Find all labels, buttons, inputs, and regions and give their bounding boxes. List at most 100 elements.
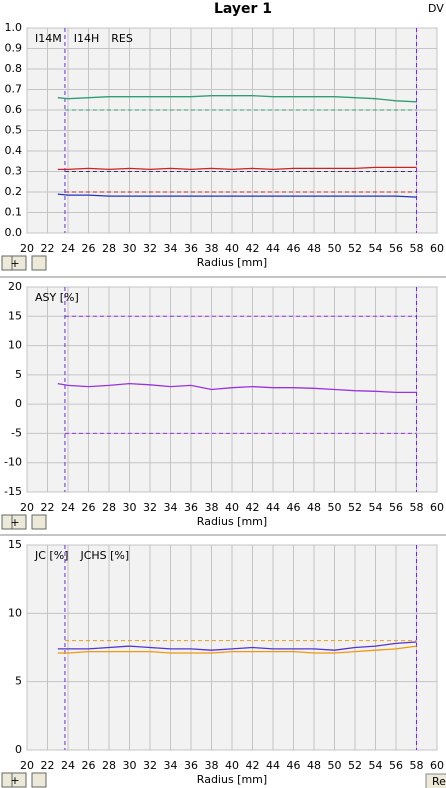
- chart: 20 22 24 26 28 30 32 34 36 38 40 42 44 46 48 50 52 54 56 58…: [1, 280, 444, 530]
- x-tick-label: 28: [102, 501, 116, 514]
- x-tick-label: 30: [123, 242, 137, 255]
- x-tick-label: 24: [61, 759, 75, 772]
- y-tick-label: 20: [8, 280, 22, 293]
- x-tick-label: 56: [389, 501, 403, 514]
- x-tick-label: 34: [164, 501, 178, 514]
- add-icon[interactable]: [11, 772, 27, 788]
- x-tick-label: 60: [430, 759, 444, 772]
- x-tick-label: 32: [143, 501, 157, 514]
- x-tick-label: 50: [328, 759, 342, 772]
- series-line: [57, 382, 417, 394]
- y-tick-label: 15: [8, 538, 22, 551]
- legend-entry: JCHS [%]: [79, 549, 129, 562]
- icon-glyph: +: [10, 257, 19, 270]
- x-tick-label: 26: [82, 501, 96, 514]
- add-icon[interactable]: [11, 255, 27, 271]
- x-tick-label: 46: [287, 501, 301, 514]
- x-tick-label: 34: [164, 759, 178, 772]
- x-tick-label: 60: [430, 501, 444, 514]
- y-tick-label: 0.1: [5, 206, 23, 219]
- add-icon[interactable]: [11, 514, 27, 530]
- x-tick-label: 40: [225, 501, 239, 514]
- x-tick-label: 50: [328, 242, 342, 255]
- legend-entry: ASY [%]: [35, 291, 79, 304]
- y-tick-label: 0: [15, 743, 22, 756]
- x-tick-label: 38: [205, 242, 219, 255]
- y-tick-label: 0.5: [5, 124, 23, 137]
- y-tick-label: 0.2: [5, 185, 23, 198]
- series-line: [57, 193, 417, 198]
- x-tick-label: 20: [20, 501, 34, 514]
- x-tick-label: 44: [266, 759, 280, 772]
- legend-entry: I14M: [35, 32, 62, 45]
- x-tick-label: 34: [164, 242, 178, 255]
- x-tick-label: 36: [184, 501, 198, 514]
- x-tick-label: 32: [143, 759, 157, 772]
- x-tick-label: 38: [205, 501, 219, 514]
- x-tick-label: 52: [348, 242, 362, 255]
- series-line: [57, 95, 417, 103]
- y-tick-label: 10: [8, 339, 22, 352]
- y-tick-label: 15: [8, 309, 22, 322]
- x-axis-label: Radius [mm]: [197, 256, 267, 269]
- window-title: Layer 1: [214, 1, 272, 17]
- x-tick-label: 32: [143, 242, 157, 255]
- x-tick-label: 54: [369, 501, 383, 514]
- pan-icon[interactable]: [31, 514, 47, 530]
- y-tick-label: 0.7: [5, 83, 23, 96]
- x-tick-label: 40: [225, 242, 239, 255]
- y-tick-label: 0.9: [5, 42, 23, 55]
- y-tick-label: 0.8: [5, 62, 23, 75]
- corner-label: DV: [428, 2, 444, 15]
- x-axis-label: Radius [mm]: [197, 773, 267, 786]
- x-tick-label: 22: [41, 759, 55, 772]
- x-tick-label: 42: [246, 759, 260, 772]
- y-tick-label: 0.3: [5, 165, 23, 178]
- icon-glyph: +: [10, 774, 19, 787]
- x-tick-label: 60: [430, 242, 444, 255]
- chart: 20 22 24 26 28 30 32 34 36 38 40 42 44 46 48 50 52 54 56 58…: [1, 538, 444, 788]
- x-tick-label: 48: [307, 759, 321, 772]
- x-tick-label: 52: [348, 759, 362, 772]
- x-tick-label: 58: [410, 759, 424, 772]
- button-label[interactable]: Re: [432, 775, 446, 788]
- x-tick-label: 42: [246, 242, 260, 255]
- x-tick-label: 58: [410, 242, 424, 255]
- y-tick-label: -15: [4, 485, 22, 498]
- x-tick-label: 30: [123, 759, 137, 772]
- x-tick-label: 46: [287, 242, 301, 255]
- x-tick-label: 42: [246, 501, 260, 514]
- pan-icon[interactable]: [31, 772, 47, 788]
- x-tick-label: 48: [307, 242, 321, 255]
- pan-icon[interactable]: [31, 255, 47, 271]
- x-tick-label: 20: [20, 242, 34, 255]
- x-tick-label: 28: [102, 242, 116, 255]
- x-tick-label: 54: [369, 242, 383, 255]
- x-tick-label: 36: [184, 759, 198, 772]
- series-line: [57, 166, 417, 171]
- chart: 20 22 24 26 28 30 32 34 36 38 40 42 44 46 48 50 52 54 56 58…: [1, 21, 444, 271]
- x-tick-label: 36: [184, 242, 198, 255]
- y-tick-label: 0.4: [5, 144, 23, 157]
- x-axis-label: Radius [mm]: [197, 515, 267, 528]
- y-tick-label: -5: [11, 426, 22, 439]
- x-tick-label: 46: [287, 759, 301, 772]
- x-tick-label: 56: [389, 759, 403, 772]
- x-tick-label: 38: [205, 759, 219, 772]
- x-tick-label: 48: [307, 501, 321, 514]
- x-tick-label: 22: [41, 501, 55, 514]
- x-tick-label: 52: [348, 501, 362, 514]
- y-tick-label: 0.6: [5, 103, 23, 116]
- y-tick-label: 0.0: [5, 226, 23, 239]
- y-tick-label: -10: [4, 456, 22, 469]
- x-tick-label: 22: [41, 242, 55, 255]
- x-tick-label: 24: [61, 501, 75, 514]
- button[interactable]: [425, 773, 446, 788]
- x-tick-label: 44: [266, 242, 280, 255]
- x-tick-label: 44: [266, 501, 280, 514]
- x-tick-label: 28: [102, 759, 116, 772]
- y-tick-label: 1.0: [5, 21, 23, 34]
- icon-glyph: +: [10, 516, 19, 529]
- x-tick-label: 56: [389, 242, 403, 255]
